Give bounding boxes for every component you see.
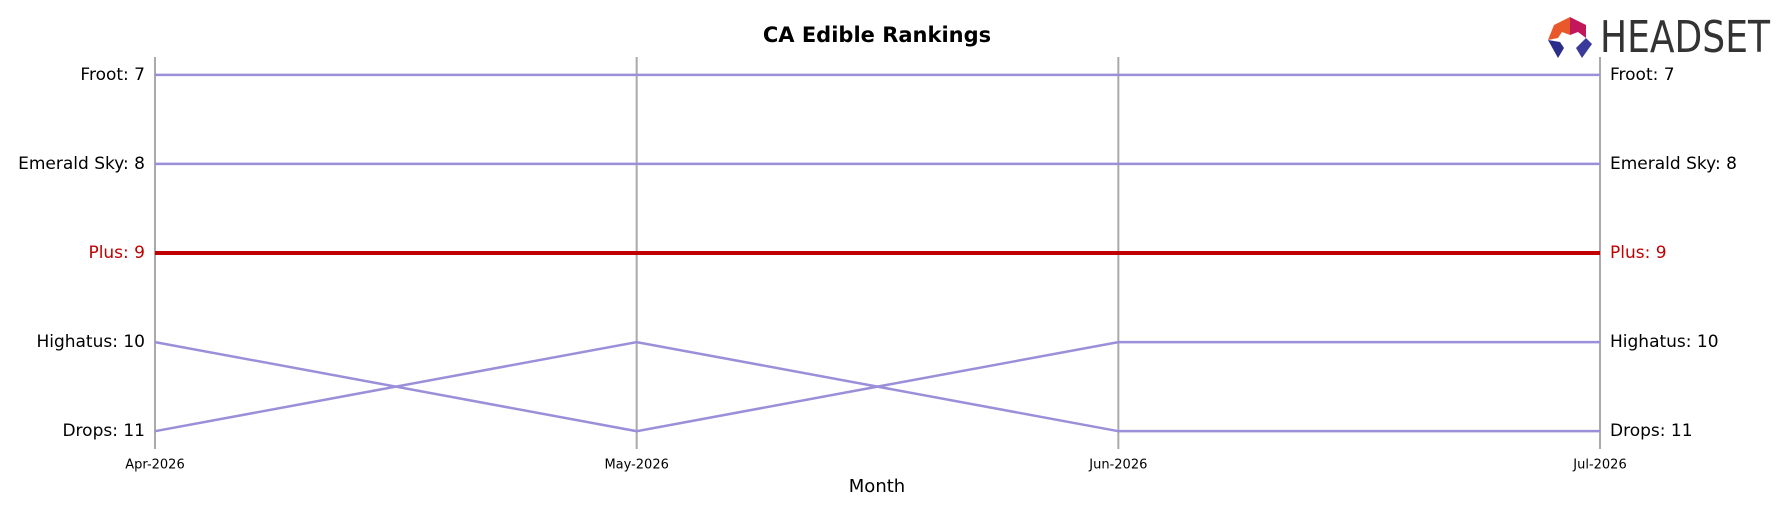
x-axis-label: Month (849, 476, 905, 497)
series-label: Plus: 9 (1610, 243, 1667, 263)
logo-mark (1570, 17, 1586, 38)
series-label: Drops: 11 (1610, 421, 1693, 441)
series-label: Froot: 7 (80, 65, 145, 85)
x-tick-label: May-2026 (604, 458, 668, 473)
x-tick-label: Jun-2026 (1088, 458, 1147, 473)
logo-mark (1576, 38, 1592, 58)
series-label: Emerald Sky: 8 (18, 154, 145, 174)
logo-mark (1548, 40, 1564, 58)
x-tick-label: Apr-2026 (125, 458, 184, 473)
series-label: Highatus: 10 (36, 332, 145, 352)
series-label: Froot: 7 (1610, 65, 1675, 85)
series-label: Highatus: 10 (1610, 332, 1719, 352)
logo: HEADSET (1548, 12, 1770, 63)
logo-mark (1548, 17, 1570, 40)
series-label: Plus: 9 (88, 243, 145, 263)
series-label: Emerald Sky: 8 (1610, 154, 1737, 174)
series-label: Drops: 11 (62, 421, 145, 441)
x-tick-label: Jul-2026 (1572, 458, 1626, 473)
logo-text: HEADSET (1600, 12, 1770, 63)
chart-title: CA Edible Rankings (763, 23, 991, 47)
series-line (154, 340, 1600, 433)
